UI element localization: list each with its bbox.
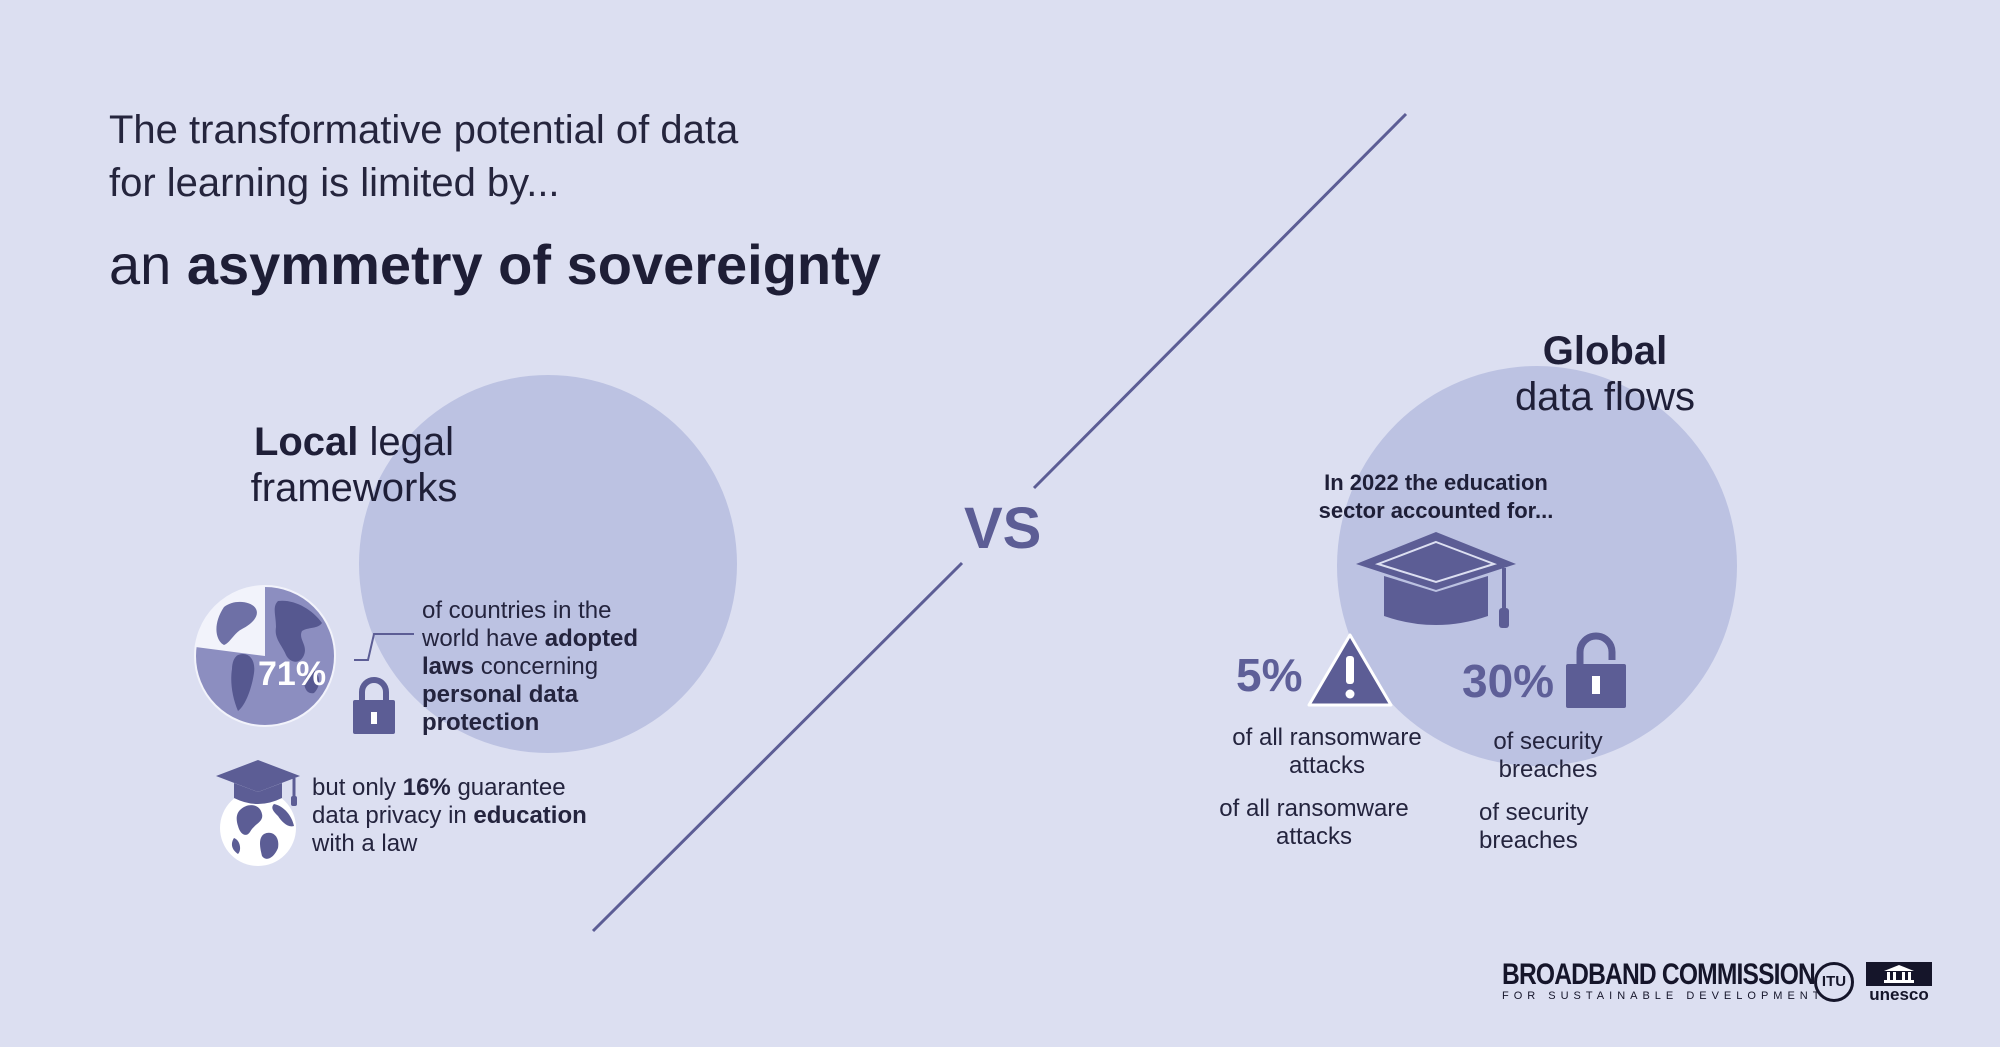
local-heading: Local legal frameworks	[224, 419, 484, 511]
breach-percent: 30%	[1462, 655, 1555, 707]
stat-text-1: of countries in the	[422, 597, 612, 624]
breach-label-duplicate: of security breaches	[1479, 799, 1639, 855]
broadband-commission-logo: BROADBAND COMMISSION FOR SUSTAINABLE DEV…	[1502, 958, 1884, 1002]
vs-label: VS	[964, 496, 1042, 561]
unesco-temple-icon	[1866, 962, 1932, 986]
second-text-1: but only	[312, 774, 397, 801]
stat-text-2: world have	[422, 625, 539, 652]
intro-line-2: sector accounted for...	[1318, 498, 1554, 523]
unesco-label: unesco	[1869, 985, 1929, 1004]
stat-text-3: concerning	[480, 653, 599, 680]
local-stat-text: of countries in the world have adopted l…	[422, 597, 682, 737]
subtitle-prefix: an	[109, 233, 172, 296]
breach-label-dup-2: breaches	[1479, 827, 1578, 854]
graduation-cap-icon	[1356, 532, 1516, 628]
globe-pie-icon	[194, 585, 336, 727]
local-heading-bold: Local	[253, 420, 359, 464]
page-subtitle: an asymmetry of sovereignty	[109, 232, 881, 297]
intro-title: The transformative potential of data for…	[109, 108, 739, 205]
itu-logo: ITU	[1814, 962, 1854, 1002]
global-intro: In 2022 the education sector accounted f…	[1276, 469, 1596, 525]
ransomware-label-duplicate: of all ransomware attacks	[1196, 795, 1432, 851]
global-heading: Global data flows	[1470, 328, 1740, 420]
broadband-line-1: BROADBAND COMMISSION	[1502, 958, 1816, 991]
ransomware-percent: 5%	[1236, 649, 1303, 701]
local-heading-rest: legal	[369, 420, 455, 464]
breach-label: of security breaches	[1468, 728, 1628, 784]
local-heading-line2: frameworks	[250, 466, 458, 510]
subtitle-bold: asymmetry of sovereignty	[186, 233, 881, 296]
ransomware-label: of all ransomware attacks	[1212, 724, 1442, 780]
stat-text-bold-1: adopted	[544, 625, 639, 652]
stat-text-bold-3: personal data	[422, 681, 579, 708]
unlocked-lock-icon	[1566, 632, 1626, 708]
local-second-text: but only 16% guarantee data privacy in e…	[312, 774, 632, 858]
global-heading-bold: Global	[1542, 329, 1668, 373]
unesco-logo: unesco	[1866, 962, 1932, 1004]
broadband-line-2: FOR SUSTAINABLE DEVELOPMENT	[1502, 990, 1825, 1002]
local-circle	[359, 375, 737, 753]
stat-text-bold-2: laws	[422, 653, 475, 680]
ransomware-label-dup-1: of all ransomware	[1219, 795, 1409, 822]
ransomware-label-1: of all ransomware	[1232, 724, 1422, 751]
second-text-2: guarantee	[457, 774, 566, 801]
ransomware-label-2: attacks	[1288, 752, 1366, 779]
second-text-bold-2: education	[473, 802, 587, 829]
breach-label-1: of security	[1493, 728, 1603, 755]
stat-text-bold-4: protection	[422, 709, 540, 736]
intro-line-1: In 2022 the education	[1324, 470, 1548, 495]
itu-label: ITU	[1821, 973, 1847, 990]
second-text-4: with a law	[312, 830, 418, 857]
second-text-3: data privacy in	[312, 802, 467, 829]
warning-icon	[1307, 633, 1393, 707]
breach-label-dup-1: of security	[1479, 799, 1589, 826]
global-heading-line2: data flows	[1514, 375, 1696, 419]
ransomware-label-dup-2: attacks	[1275, 823, 1353, 850]
globe-percent: 71%	[258, 655, 327, 693]
lock-icon	[353, 677, 395, 734]
connector-line	[354, 633, 414, 661]
breach-label-2: breaches	[1498, 756, 1598, 783]
second-text-bold-1: 16%	[402, 774, 451, 801]
graduation-globe-icon	[216, 760, 300, 866]
